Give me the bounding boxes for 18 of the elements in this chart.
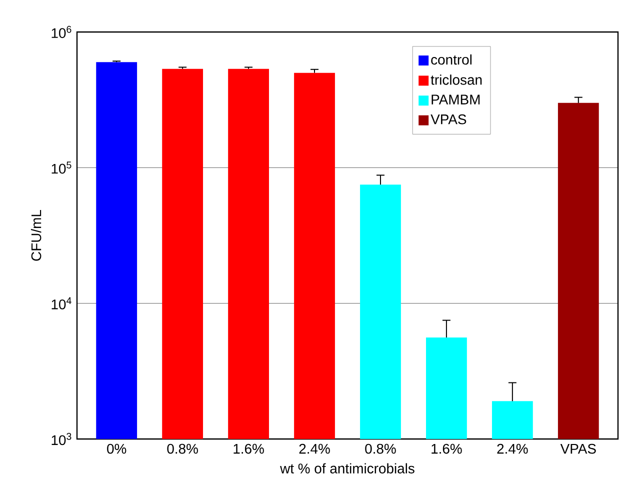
y-tick-label: 10$^{5}$: [52, 162, 72, 174]
x-tick-label: 2.4%: [497, 444, 528, 454]
legend-label: control: [431, 54, 472, 65]
x-tick-label: 0%: [107, 444, 126, 454]
x-tick-label: 0.8%: [365, 444, 396, 454]
x-tick-label: VPAS: [560, 444, 596, 454]
x-axis-title: wt % of antimicrobials: [280, 463, 414, 474]
y-tick-label: 10$^{6}$: [52, 26, 72, 38]
y-tick-label: 10$^{3}$: [52, 432, 72, 446]
x-tick-label: 1.6%: [234, 444, 264, 454]
x-tick-label: 0.8%: [167, 444, 198, 454]
legend-label: PAMBM: [432, 94, 480, 104]
legend-label: VPAS: [430, 114, 466, 124]
y-axis-title: CFU/mL: [30, 210, 42, 261]
x-tick-label: 2.4%: [299, 444, 330, 454]
x-tick-label: 1.6%: [432, 444, 462, 454]
y-tick-label: 10$^{4}$: [52, 297, 72, 310]
legend-label: triclosan: [430, 74, 482, 85]
